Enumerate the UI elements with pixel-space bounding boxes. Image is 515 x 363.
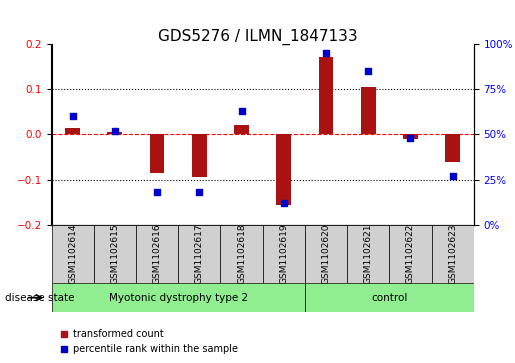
FancyBboxPatch shape [94,225,136,283]
Text: Myotonic dystrophy type 2: Myotonic dystrophy type 2 [109,293,248,303]
Bar [361,87,375,134]
Text: GSM1102623: GSM1102623 [448,224,457,284]
FancyBboxPatch shape [178,225,220,283]
Text: GDS5276 / ILMN_1847133: GDS5276 / ILMN_1847133 [158,29,357,45]
Text: GSM1102614: GSM1102614 [68,224,77,284]
Bar [403,134,418,139]
Point [449,173,457,179]
FancyBboxPatch shape [220,225,263,283]
Text: GSM1102618: GSM1102618 [237,224,246,285]
Point [322,50,330,56]
Point [111,128,119,134]
Text: GSM1102620: GSM1102620 [321,224,331,284]
Bar [277,134,291,205]
Text: control: control [371,293,407,303]
Point [195,189,203,195]
Bar [108,132,122,134]
Point [153,189,161,195]
Point [280,200,288,206]
Point [237,108,246,114]
FancyBboxPatch shape [136,225,178,283]
Text: GSM1102617: GSM1102617 [195,224,204,285]
Text: GSM1102621: GSM1102621 [364,224,373,284]
Bar [150,134,164,173]
Bar [234,125,249,134]
Text: GSM1102619: GSM1102619 [279,224,288,285]
FancyBboxPatch shape [52,225,94,283]
FancyBboxPatch shape [347,225,389,283]
FancyBboxPatch shape [263,225,305,283]
Legend: transformed count, percentile rank within the sample: transformed count, percentile rank withi… [56,326,242,358]
Point [364,68,372,74]
Bar [192,134,207,178]
FancyBboxPatch shape [389,225,432,283]
Point [406,135,415,141]
Text: GSM1102616: GSM1102616 [152,224,162,285]
FancyBboxPatch shape [305,225,347,283]
Point [68,113,77,119]
Bar [319,57,333,134]
FancyBboxPatch shape [432,225,474,283]
Text: disease state: disease state [5,293,75,303]
Text: GSM1102615: GSM1102615 [110,224,119,285]
Text: GSM1102622: GSM1102622 [406,224,415,284]
Bar [445,134,460,162]
Bar [65,127,80,134]
FancyBboxPatch shape [305,283,474,312]
FancyBboxPatch shape [52,283,305,312]
